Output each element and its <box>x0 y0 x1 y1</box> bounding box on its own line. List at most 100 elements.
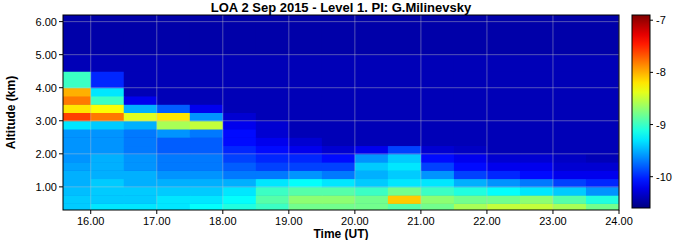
cell <box>586 104 619 113</box>
cell <box>190 96 224 105</box>
cell <box>157 15 191 55</box>
cell <box>355 187 389 196</box>
cell <box>289 162 323 171</box>
cell <box>289 203 323 210</box>
cell <box>520 162 554 171</box>
cell <box>487 104 521 113</box>
x-tick <box>420 210 421 214</box>
cell <box>289 179 323 188</box>
x-tick <box>90 210 91 214</box>
cell <box>487 170 521 179</box>
colorbar-tick-label: -10 <box>656 171 672 183</box>
colorbar-tick-label: -9 <box>656 119 666 131</box>
x-tick <box>486 210 487 214</box>
cell <box>190 15 224 55</box>
cell <box>487 187 521 196</box>
x-grid <box>354 15 355 210</box>
cell <box>289 170 323 179</box>
cell <box>223 203 257 210</box>
y-grid <box>63 21 619 22</box>
cell <box>157 104 191 113</box>
cell <box>586 96 619 105</box>
cell <box>124 104 158 113</box>
cell <box>223 187 257 196</box>
cell <box>487 55 521 72</box>
cell <box>586 113 619 122</box>
cell <box>388 104 422 113</box>
cell <box>454 137 488 146</box>
cell <box>157 179 191 188</box>
cell <box>520 121 554 130</box>
cell <box>63 15 91 55</box>
cell <box>190 104 224 113</box>
cell <box>355 96 389 105</box>
y-grid <box>63 186 619 187</box>
colorbar-tick <box>650 124 653 125</box>
cell <box>388 129 422 138</box>
cell <box>289 121 323 130</box>
cell <box>355 195 389 204</box>
cell <box>322 146 356 155</box>
cell <box>487 71 521 88</box>
cell <box>388 146 422 155</box>
cell <box>223 113 257 122</box>
cell <box>91 195 125 204</box>
cell <box>91 179 125 188</box>
cell <box>553 55 587 72</box>
y-grid <box>63 120 619 121</box>
cell <box>256 187 290 196</box>
cell <box>256 15 290 55</box>
cell <box>586 170 619 179</box>
cell <box>322 187 356 196</box>
cell <box>157 121 191 130</box>
cell <box>322 203 356 210</box>
x-tick-label: 19.00 <box>275 215 303 227</box>
cell <box>388 88 422 97</box>
cell <box>63 195 91 204</box>
cell <box>322 129 356 138</box>
cell <box>124 15 158 55</box>
cell <box>487 195 521 204</box>
cell <box>355 55 389 72</box>
cell <box>289 113 323 122</box>
cell <box>256 146 290 155</box>
x-tick <box>354 210 355 214</box>
cell <box>520 96 554 105</box>
cell <box>520 104 554 113</box>
cell <box>454 104 488 113</box>
cell <box>421 55 455 72</box>
cell <box>223 195 257 204</box>
x-tick <box>552 210 553 214</box>
cell <box>355 121 389 130</box>
cell <box>553 179 587 188</box>
cell <box>289 137 323 146</box>
colorbar-tick <box>650 72 653 73</box>
cell <box>355 88 389 97</box>
cell <box>586 129 619 138</box>
cell <box>190 71 224 88</box>
x-grid <box>288 15 289 210</box>
cell <box>124 137 158 146</box>
cell <box>124 88 158 97</box>
cell <box>190 170 224 179</box>
cell <box>421 195 455 204</box>
cell <box>487 179 521 188</box>
x-grid <box>90 15 91 210</box>
cell <box>586 195 619 204</box>
colorbar <box>632 15 650 208</box>
cell <box>63 129 91 138</box>
cell <box>157 146 191 155</box>
cell <box>289 187 323 196</box>
y-label: Altitude (km) <box>4 76 18 149</box>
cell <box>322 15 356 55</box>
cell <box>553 71 587 88</box>
cell <box>553 129 587 138</box>
y-grid <box>63 153 619 154</box>
cell <box>421 187 455 196</box>
y-grid <box>63 54 619 55</box>
x-tick-label: 17.00 <box>143 215 171 227</box>
cell <box>388 121 422 130</box>
cell <box>553 121 587 130</box>
cells <box>63 15 619 210</box>
cell <box>586 203 619 210</box>
